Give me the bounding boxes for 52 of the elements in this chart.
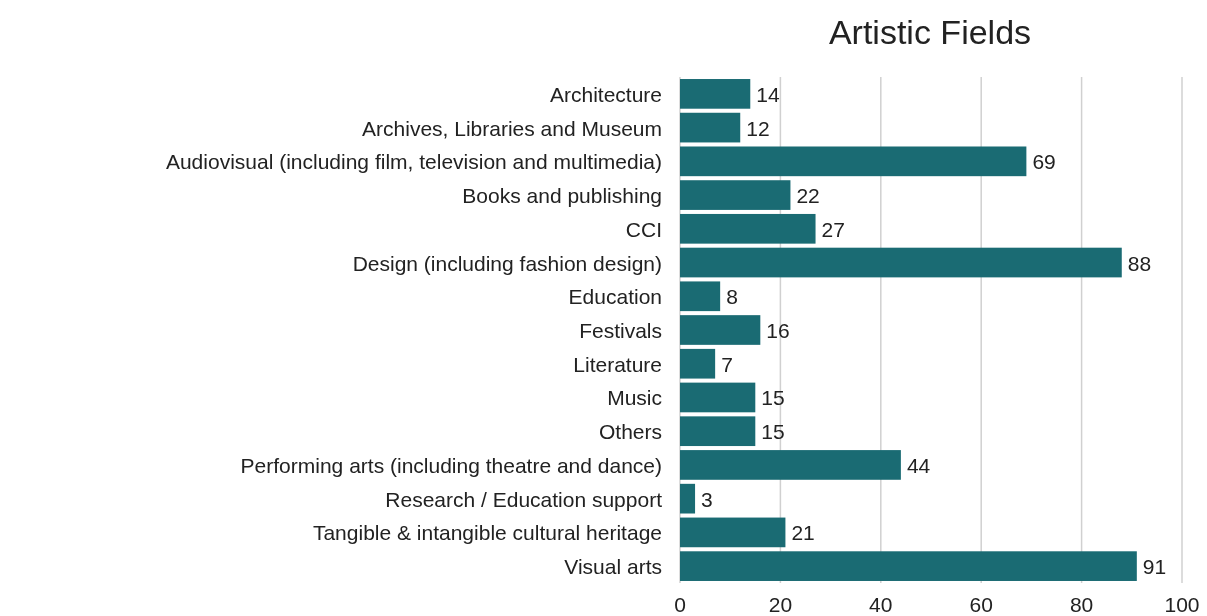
data-label: 14 bbox=[756, 82, 780, 106]
data-label: 16 bbox=[766, 319, 790, 342]
y-tick-label: Education bbox=[568, 285, 662, 309]
data-label: 12 bbox=[746, 116, 770, 140]
data-label: 21 bbox=[791, 521, 815, 545]
data-label: 22 bbox=[796, 184, 820, 208]
bar bbox=[680, 247, 1122, 278]
data-label: 44 bbox=[906, 453, 931, 477]
chart-title: Artistic Fields bbox=[828, 13, 1032, 51]
x-tick-label: 40 bbox=[869, 593, 893, 616]
bar bbox=[680, 180, 791, 210]
bar bbox=[680, 79, 751, 109]
bar bbox=[680, 416, 756, 447]
y-tick-label: Festivals bbox=[579, 319, 662, 342]
bar bbox=[680, 450, 901, 480]
data-label: 8 bbox=[726, 285, 738, 309]
x-tick-label: 80 bbox=[1069, 593, 1094, 616]
y-tick-label: Archives, Libraries and Museum bbox=[362, 116, 662, 140]
data-label: 3 bbox=[701, 487, 713, 511]
bar bbox=[680, 517, 786, 548]
y-tick-label: Literature bbox=[573, 352, 662, 376]
bar bbox=[680, 146, 1027, 177]
data-label: 15 bbox=[761, 420, 785, 444]
y-tick-label: Visual arts bbox=[564, 555, 662, 579]
y-tick-label: Design (including fashion design) bbox=[352, 251, 662, 275]
data-label: 7 bbox=[721, 352, 733, 376]
data-label: 88 bbox=[1127, 251, 1152, 275]
x-tick-label: 20 bbox=[768, 593, 793, 616]
y-tick-label: Audiovisual (including film, television and multimedia) bbox=[165, 150, 662, 174]
x-tick-label: 0 bbox=[674, 593, 686, 616]
y-tick-label: Others bbox=[598, 420, 662, 444]
y-tick-label: Performing arts (including theatre and dance) bbox=[240, 453, 662, 477]
y-tick-label: CCI bbox=[625, 217, 662, 241]
x-tick-label: 60 bbox=[969, 593, 993, 616]
data-label: 15 bbox=[761, 386, 785, 410]
data-label: 27 bbox=[821, 217, 845, 241]
bar bbox=[680, 348, 716, 379]
x-tick-label: 100 bbox=[1164, 593, 1200, 616]
bar bbox=[680, 213, 816, 244]
y-tick-label: Tangible & intangible cultural heritage bbox=[312, 521, 662, 545]
y-tick-label: Research / Education support bbox=[385, 487, 663, 511]
y-tick-label: Books and publishing bbox=[462, 184, 662, 208]
data-label: 69 bbox=[1032, 150, 1056, 174]
bar bbox=[680, 382, 756, 413]
data-label: 91 bbox=[1142, 555, 1167, 579]
y-tick-label: Architecture bbox=[549, 82, 662, 106]
bar bbox=[680, 315, 761, 345]
bar bbox=[680, 281, 721, 312]
bar bbox=[680, 112, 741, 143]
bar bbox=[680, 483, 696, 514]
y-tick-label: Music bbox=[607, 386, 662, 410]
bar bbox=[680, 551, 1137, 581]
